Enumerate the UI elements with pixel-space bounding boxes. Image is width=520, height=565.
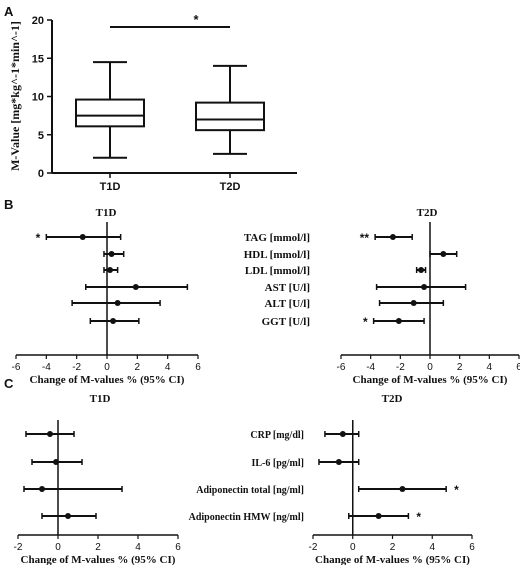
- forest-x-tick-label: -2: [309, 542, 318, 553]
- panel-a-ylabel: M-Value [mg*kg^-1*min^-1]: [8, 21, 22, 171]
- point-estimate: [110, 318, 117, 324]
- significance-mark: *: [193, 12, 199, 27]
- forest-row-label: Adiponectin total [ng/ml]: [196, 485, 304, 496]
- forest-x-tick-label: 0: [427, 362, 433, 373]
- forest-x-label: Change of M-values % (95% CI): [21, 554, 176, 565]
- point-estimate: [107, 267, 114, 273]
- forest-x-label: Change of M-values % (95% CI): [30, 374, 185, 386]
- y-tick-label: 20: [32, 15, 44, 27]
- y-tick-label: 15: [32, 53, 44, 65]
- panel-a-boxplot: M-Value [mg*kg^-1*min^-1] 0 5 10 15 20 T1D T2D…: [8, 12, 297, 193]
- panel-b-forest: T1D -6 -4 -2 0 2 4 6 Change of M-values % (95% C…: [12, 207, 520, 386]
- y-tick-label: 10: [32, 92, 44, 104]
- forest-x-tick-label: 4: [429, 542, 435, 553]
- point-estimate: [410, 300, 417, 306]
- forest-x-tick-label: 2: [457, 362, 463, 373]
- point-estimate: [399, 486, 406, 492]
- forest-x-tick-label: -2: [14, 542, 23, 553]
- point-estimate: [79, 234, 86, 240]
- significance-mark: *: [363, 315, 368, 329]
- forest-row-label: ALT [U/l]: [264, 298, 310, 310]
- forest-x-tick-label: 2: [135, 362, 141, 373]
- point-estimate: [39, 486, 45, 492]
- iqr-box: [195, 101, 265, 132]
- point-estimate: [114, 300, 121, 306]
- forest-row-label: HDL [mmol/l]: [244, 249, 310, 261]
- forest-x-tick-label: -6: [337, 362, 346, 373]
- forest-x-tick-label: -4: [42, 362, 51, 373]
- point-estimate: [53, 459, 59, 465]
- forest-title: T2D: [382, 393, 403, 405]
- point-estimate: [389, 234, 396, 240]
- point-estimate: [65, 513, 71, 519]
- forest-row-label: IL-6 [pg/ml]: [252, 458, 305, 469]
- forest-x-label: Change of M-values % (95% CI): [353, 374, 508, 386]
- point-estimate: [375, 513, 382, 519]
- forest-x-tick-label: 4: [487, 362, 493, 373]
- forest-x-tick-label: 6: [469, 542, 475, 553]
- panel-letter-b: B: [4, 197, 13, 212]
- point-estimate: [395, 318, 402, 324]
- point-estimate: [418, 267, 425, 273]
- panel-letter-c: C: [4, 376, 14, 391]
- panel-letter-a: A: [4, 4, 14, 19]
- significance-mark: *: [36, 231, 41, 245]
- forest-title: T2D: [417, 207, 438, 219]
- forest-x-label: Change of M-values % (95% CI): [315, 554, 470, 565]
- x-tick-label: T2D: [220, 181, 241, 193]
- forest-x-tick-label: -2: [396, 362, 405, 373]
- point-estimate: [339, 431, 346, 437]
- x-tick-label: T1D: [100, 181, 121, 193]
- forest-title: T1D: [90, 393, 111, 405]
- y-tick-label: 5: [38, 130, 44, 142]
- forest-x-tick-label: -2: [72, 362, 81, 373]
- forest-row-label: TAG [mmol/l]: [244, 232, 310, 244]
- forest-row-label: AST [U/l]: [265, 282, 310, 294]
- point-estimate: [132, 284, 139, 290]
- point-estimate: [335, 459, 342, 465]
- forest-row-label: GGT [U/l]: [262, 316, 310, 328]
- forest-x-tick-label: 2: [95, 542, 101, 553]
- point-estimate: [108, 251, 115, 257]
- forest-x-tick-label: 0: [104, 362, 110, 373]
- forest-x-tick-label: 0: [55, 542, 61, 553]
- significance-mark: *: [454, 483, 459, 497]
- forest-x-tick-label: 0: [350, 542, 356, 553]
- point-estimate: [47, 431, 53, 437]
- forest-x-tick-label: 6: [516, 362, 520, 373]
- iqr-box: [75, 98, 145, 128]
- significance-mark: *: [416, 510, 421, 524]
- forest-x-tick-label: -4: [366, 362, 375, 373]
- forest-x-tick-label: 2: [390, 542, 396, 553]
- significance-mark: **: [360, 231, 370, 245]
- forest-row-label: LDL [mmol/l]: [245, 265, 310, 277]
- point-estimate: [421, 284, 428, 290]
- forest-title: T1D: [96, 207, 117, 219]
- forest-x-tick-label: 4: [135, 542, 141, 553]
- forest-x-tick-label: 6: [175, 542, 181, 553]
- y-tick-label: 0: [38, 168, 44, 180]
- point-estimate: [440, 251, 447, 257]
- forest-x-tick-label: -6: [12, 362, 21, 373]
- forest-x-tick-label: 4: [165, 362, 171, 373]
- forest-row-label: CRP [mg/dl]: [250, 430, 304, 441]
- forest-row-label: Adiponectin HMW [ng/ml]: [189, 512, 304, 523]
- forest-x-tick-label: 6: [195, 362, 201, 373]
